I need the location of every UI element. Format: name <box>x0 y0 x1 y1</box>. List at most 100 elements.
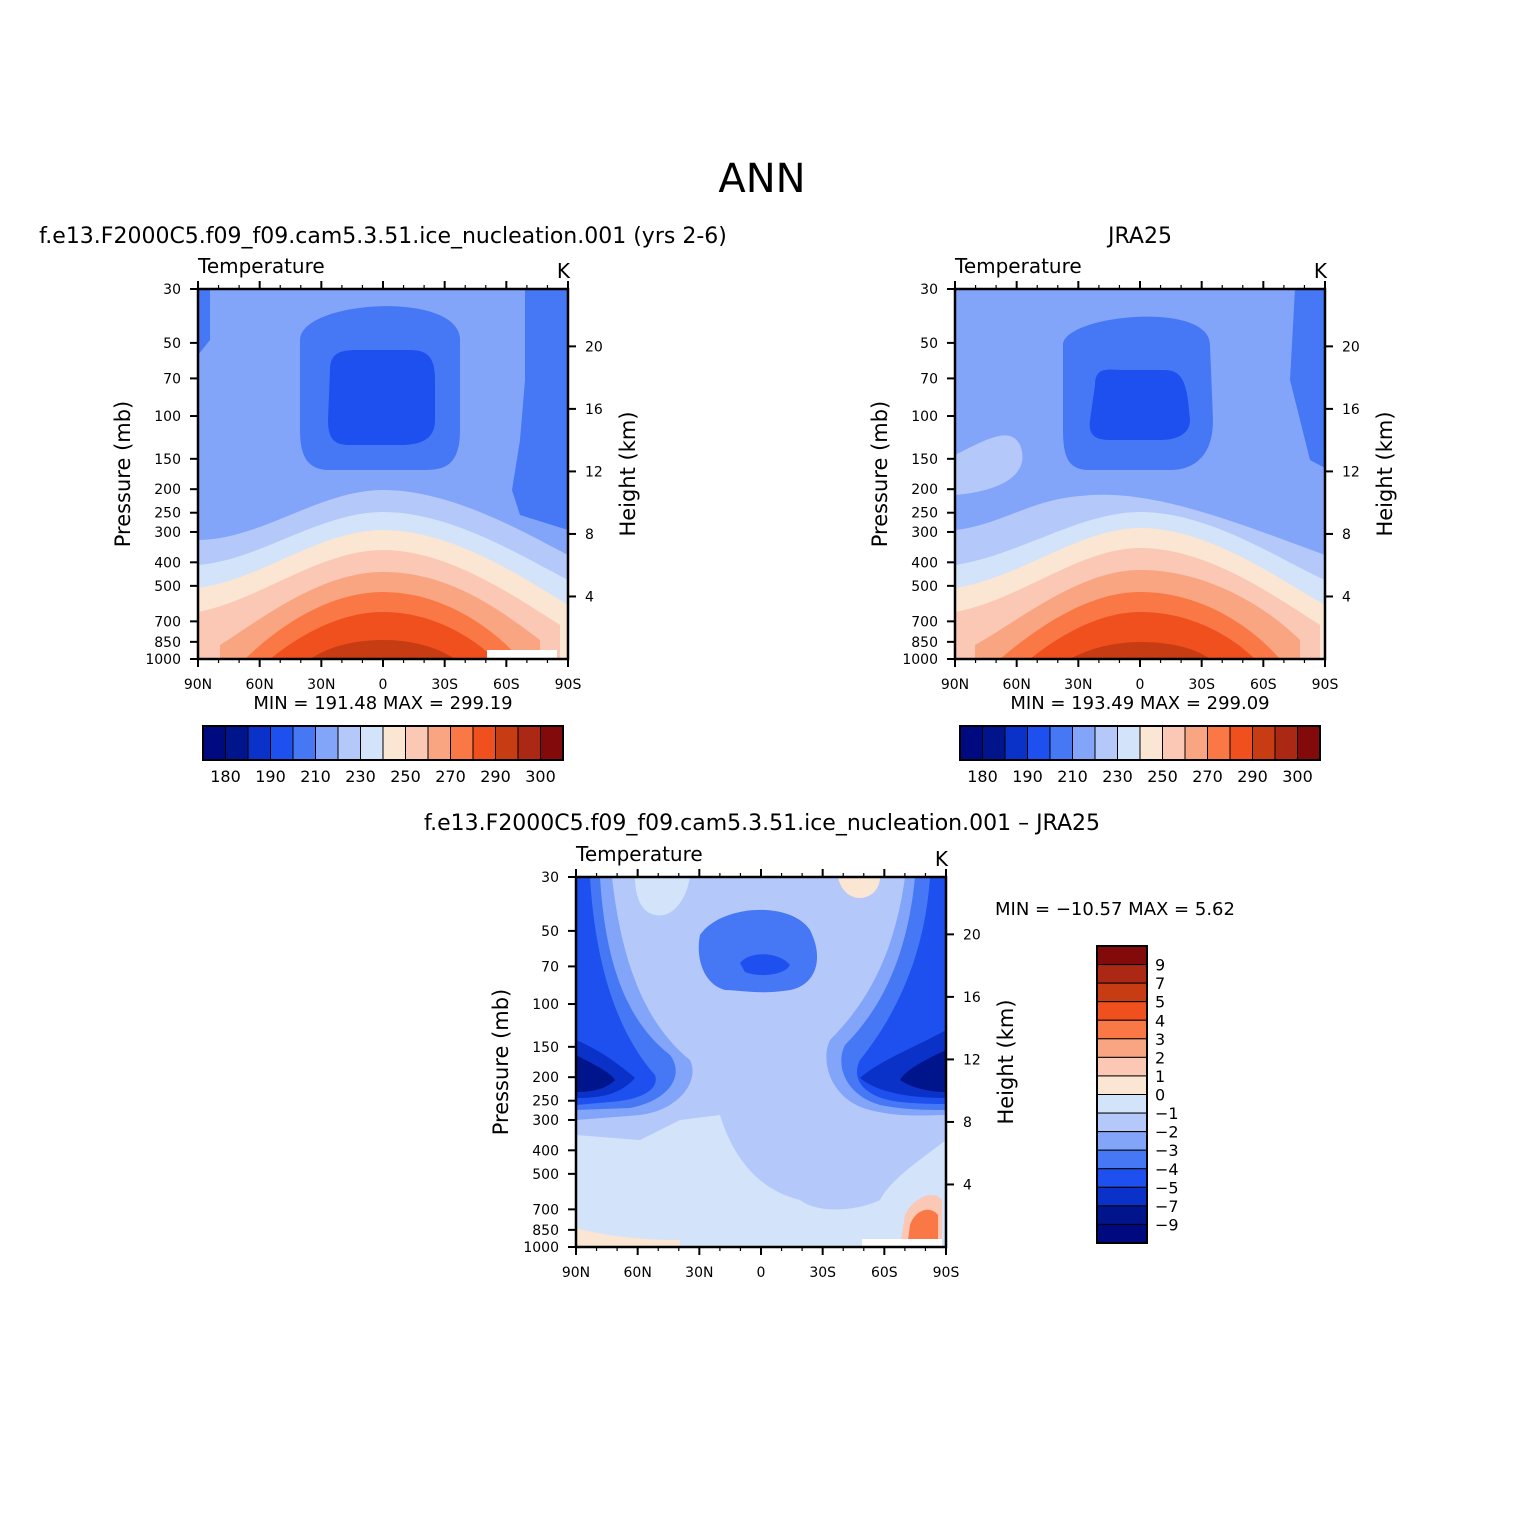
panel2-xtick-label: 60S <box>1250 677 1277 693</box>
panel3-ytick-label: 700 <box>532 1202 559 1218</box>
panel2-xtick-label: 30N <box>1064 677 1092 693</box>
panel1-ytick-label: 700 <box>154 614 181 630</box>
panel3-minmax: MIN = −10.57 MAX = 5.62 <box>995 899 1235 920</box>
colorbar-label: −4 <box>1155 1160 1179 1179</box>
panel2-xtick-label: 90N <box>941 677 969 693</box>
colorbar-label: 180 <box>967 767 998 786</box>
panel1-subtitle-left: Temperature <box>197 254 325 278</box>
panel2-ytick-label: 70 <box>920 371 938 387</box>
panel3-axes: 90N 60N 30N 0 30S 60S 90S 30 50 70 100 150 200 250 300… <box>523 869 981 1281</box>
panel1-ytick-label: 200 <box>154 482 181 498</box>
panel1-ytick-label: 250 <box>154 506 181 522</box>
colorbar-label: −2 <box>1155 1123 1179 1142</box>
colorbar-label: 2 <box>1155 1048 1165 1067</box>
colorbar-swatch <box>1004 725 1028 761</box>
colorbar-label: −5 <box>1155 1178 1179 1197</box>
panel3-xtick-label: 0 <box>757 1265 766 1281</box>
panel1-ytick-label: 500 <box>154 579 181 595</box>
panel1-y2label: Height (km) <box>616 411 640 536</box>
panel1-subtitle-right: K <box>557 259 571 283</box>
panel3-band-neg4 <box>576 877 656 1105</box>
colorbar-swatch <box>1096 1094 1148 1114</box>
colorbar-label: 250 <box>1147 767 1178 786</box>
panel1-xtick-label: 30N <box>307 677 335 693</box>
panel2-y2tick-label: 8 <box>1342 527 1351 543</box>
colorbar-label: 290 <box>480 767 511 786</box>
colorbar-label: −3 <box>1155 1141 1179 1160</box>
colorbar-swatch <box>1096 1149 1148 1170</box>
panel3-band-bottom-pos <box>576 1228 680 1247</box>
panel3-ytick-label: 850 <box>532 1223 559 1239</box>
panel2-band-290 <box>1030 612 1255 659</box>
colorbar-label: 300 <box>1282 767 1313 786</box>
colorbar-label: −1 <box>1155 1104 1179 1123</box>
colorbar-swatch <box>495 725 519 761</box>
panel1-minmax: MIN = 191.48 MAX = 299.19 <box>253 693 512 714</box>
colorbar-swatch <box>540 725 564 761</box>
panel3-ytick-label: 50 <box>541 924 559 940</box>
colorbar-swatch <box>1139 725 1163 761</box>
panel1-xtick-label: 90S <box>555 677 582 693</box>
colorbar-swatch <box>247 725 271 761</box>
panel3-xtick-label: 90N <box>562 1265 590 1281</box>
colorbar-swatch <box>1274 725 1298 761</box>
panel2-minmax: MIN = 193.49 MAX = 299.09 <box>1010 693 1269 714</box>
colorbar-swatch <box>382 725 406 761</box>
panel3-missing <box>862 1239 942 1247</box>
panel3-xtick-label: 30S <box>809 1265 836 1281</box>
panel2-title: JRA25 <box>1106 224 1172 249</box>
panel2-band-trop-inner <box>1089 369 1190 440</box>
colorbar-label: 230 <box>345 767 376 786</box>
panel2-xtick-label: 0 <box>1136 677 1145 693</box>
panel3-xtick-label: 90S <box>933 1265 960 1281</box>
colorbar-swatch <box>1096 1131 1148 1151</box>
colorbar-label: 180 <box>210 767 241 786</box>
colorbar-swatch <box>225 725 249 761</box>
panel1-xtick-label: 0 <box>379 677 388 693</box>
panel1-ytick-label: 1000 <box>145 652 181 668</box>
panel2-ytick-label: 50 <box>920 336 938 352</box>
panel2-subtitle-right: K <box>1314 259 1328 283</box>
colorbar-swatch <box>1072 725 1096 761</box>
panel1-band-295 <box>310 640 455 659</box>
panel1-axes: 90N 60N 30N 0 30S 60S 90S 30 50 70 100 150 200 250 300… <box>145 281 603 693</box>
panel2-xtick-label: 90S <box>1312 677 1339 693</box>
colorbar-swatch <box>337 725 361 761</box>
colorbar-label: 250 <box>390 767 421 786</box>
colorbar-label: 290 <box>1237 767 1268 786</box>
panel2-ytick-label: 30 <box>920 282 938 298</box>
panel3-band-top-pale <box>635 877 690 916</box>
panel3-y2tick-label: 12 <box>963 1052 981 1068</box>
panel2-axes: 90N 60N 30N 0 30S 60S 90S 30 50 70 100 150 200 250 300… <box>902 281 1360 693</box>
panel1-plot <box>196 287 570 661</box>
panel1-ylabel: Pressure (mb) <box>111 401 135 548</box>
panel1-missing <box>487 650 557 659</box>
panel3-ytick-label: 70 <box>541 959 559 975</box>
panel3-y2tick-label: 4 <box>963 1177 972 1193</box>
colorbar-label: 7 <box>1155 974 1165 993</box>
panel3-title: f.e13.F2000C5.f09_f09.cam5.3.51.ice_nucl… <box>424 811 1100 836</box>
colorbar-swatch <box>450 725 474 761</box>
panel1-ytick-label: 850 <box>154 635 181 651</box>
panel3-band-mid-blue <box>698 909 818 993</box>
panel2-y2tick-label: 20 <box>1342 339 1360 355</box>
panel3-ytick-label: 200 <box>532 1070 559 1086</box>
colorbar-swatch <box>1049 725 1073 761</box>
colorbar-frame <box>1096 945 1148 1244</box>
panel1-ytick-label: 30 <box>163 282 181 298</box>
panel3-band-neg7 <box>576 1055 615 1092</box>
colorbar-swatch <box>1096 945 1148 966</box>
figure-title: ANN <box>718 156 805 202</box>
panel2-band-right-edge <box>1290 289 1325 468</box>
colorbar-swatch <box>1096 1075 1148 1095</box>
colorbar-swatch <box>982 725 1006 761</box>
panel3-ytick-label: 500 <box>532 1167 559 1183</box>
panel3-ytick-label: 400 <box>532 1143 559 1159</box>
panel2-ytick-label: 1000 <box>902 652 938 668</box>
panel2-xtick-label: 30S <box>1188 677 1215 693</box>
colorbar-frame <box>202 725 564 761</box>
panel2-band-left-pale <box>955 435 1023 495</box>
panel1-ytick-label: 70 <box>163 371 181 387</box>
